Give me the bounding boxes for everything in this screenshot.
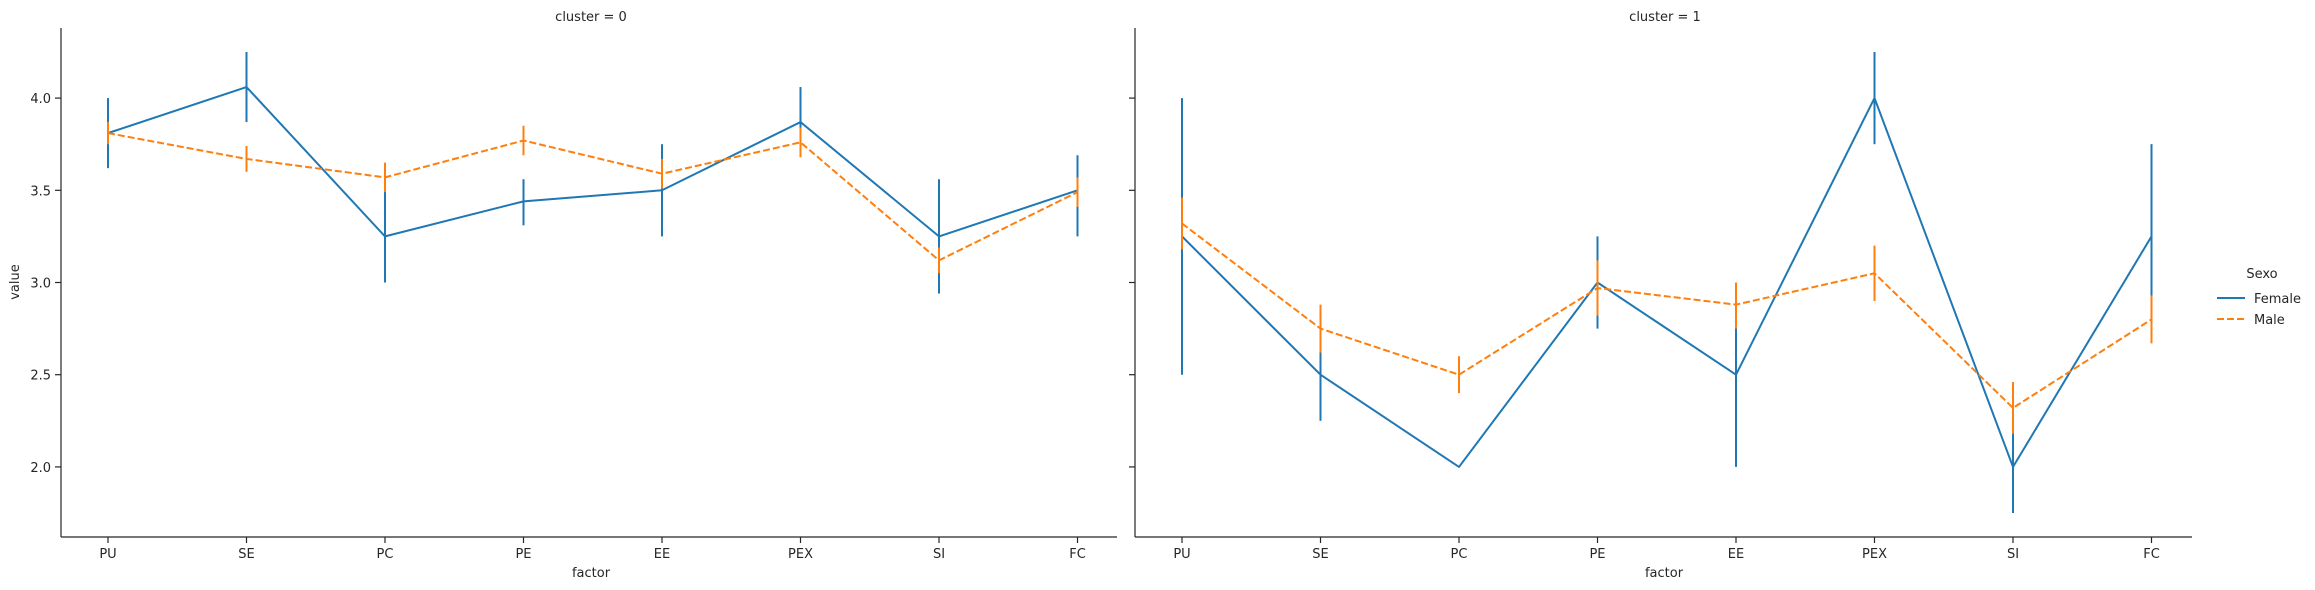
x-tick-label: SE <box>238 547 254 562</box>
series-line-male <box>1181 222 2153 409</box>
y-tick-label: 3.0 <box>30 277 51 292</box>
legend-label-female: Female <box>2254 292 2301 307</box>
x-tick-label: PE <box>1589 547 1605 562</box>
x-tick-label: SI <box>933 547 945 562</box>
x-tick-label: EE <box>1728 547 1744 562</box>
x-tick-label: SE <box>1312 547 1328 562</box>
legend-title: Sexo <box>2246 267 2277 282</box>
series-line-male <box>107 132 1078 262</box>
y-tick-label: 3.5 <box>30 184 51 199</box>
y-tick-label: 2.0 <box>30 461 51 476</box>
x-tick-label: FC <box>1069 547 1086 562</box>
y-axis-label: value <box>8 264 23 300</box>
series-line-female <box>1181 97 2153 468</box>
series-line-female <box>107 86 1078 238</box>
series-marks <box>107 51 1079 294</box>
x-tick-label: PEX <box>788 547 813 562</box>
x-tick-label: FC <box>2143 547 2160 562</box>
y-ticks: 2.0 2.5 3.0 3.5 4.0 <box>30 92 61 476</box>
x-ticks: PU SE PC PE EE PEX SI FC <box>1173 537 2160 562</box>
panel-title: cluster = 0 <box>555 10 627 25</box>
panel-title: cluster = 1 <box>1629 10 1701 25</box>
x-tick-label: PC <box>1451 547 1468 562</box>
x-axis-label: factor <box>572 566 611 581</box>
x-tick-label: PC <box>377 547 394 562</box>
panel-cluster-0: cluster = 0 2.0 2.5 3.0 3.5 4.0 PU SE PC PE EE PE… <box>8 10 1117 581</box>
x-ticks: PU SE PC PE EE PEX SI FC <box>99 537 1086 562</box>
legend: Sexo Female Male <box>2217 267 2301 328</box>
legend-label-male: Male <box>2254 313 2285 328</box>
y-tick-label: 2.5 <box>30 369 51 384</box>
y-ticks <box>1129 97 1135 468</box>
x-axis-label: factor <box>1645 566 1684 581</box>
x-tick-label: PE <box>515 547 531 562</box>
x-tick-label: EE <box>654 547 670 562</box>
x-tick-label: PEX <box>1862 547 1887 562</box>
x-tick-label: SI <box>2007 547 2019 562</box>
series-marks <box>1181 51 2153 514</box>
panel-cluster-1: cluster = 1 PU SE PC PE EE PEX SI FC factor <box>1129 10 2192 581</box>
y-tick-label: 4.0 <box>30 92 51 107</box>
x-tick-label: PU <box>1173 547 1190 562</box>
x-tick-label: PU <box>99 547 116 562</box>
